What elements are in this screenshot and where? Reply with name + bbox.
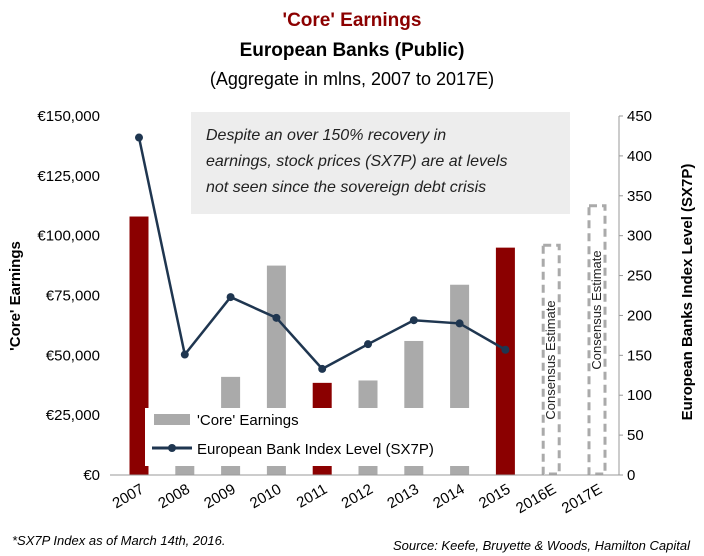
x-tick-label: 2008 bbox=[155, 481, 192, 512]
x-tick-label: 2009 bbox=[201, 481, 238, 512]
legend-label-earnings: 'Core' Earnings bbox=[197, 412, 299, 429]
bar-estimate bbox=[587, 204, 607, 476]
legend: 'Core' Earnings European Bank Index Leve… bbox=[145, 408, 485, 466]
y-right-tick-label: 0 bbox=[627, 467, 635, 484]
x-tick-label: 2014 bbox=[430, 481, 467, 512]
annotation-box bbox=[191, 112, 570, 214]
y-left-tick-label: €150,000 bbox=[37, 108, 100, 125]
y-left-tick-label: €125,000 bbox=[37, 168, 100, 185]
x-tick-label: 2010 bbox=[247, 481, 284, 512]
footnote-left: *SX7P Index as of March 14th, 2016. bbox=[12, 533, 225, 548]
y-left-tick-label: €25,000 bbox=[46, 407, 100, 424]
legend-bar-swatch bbox=[154, 414, 190, 425]
legend-box bbox=[145, 408, 485, 466]
y-axis-right-ticks: 0 50 100 150 200 250 300 350 400 450 bbox=[619, 108, 652, 484]
index-point bbox=[364, 340, 372, 349]
y-right-tick-label: 100 bbox=[627, 387, 652, 404]
x-axis-ticks: 2007 2008 2009 2010 2011 2012 2013 2014 2015 2016… bbox=[110, 481, 605, 517]
x-tick-label: 2015 bbox=[476, 481, 513, 512]
x-tick-label: 2017E bbox=[559, 481, 605, 517]
index-point bbox=[135, 133, 143, 142]
chart-subtitle: European Banks (Public) bbox=[240, 40, 465, 61]
bar-estimate bbox=[541, 243, 561, 476]
y-right-tick-label: 200 bbox=[627, 307, 652, 324]
estimate-label: Consensus Estimate bbox=[543, 300, 558, 419]
y-right-tick-label: 300 bbox=[627, 228, 652, 245]
y-axis-left-ticks: €0 €25,000 €50,000 €75,000 €100,000 €125,000 €… bbox=[37, 108, 100, 484]
y-right-tick-label: 50 bbox=[627, 427, 644, 444]
x-tick-label: 2007 bbox=[110, 481, 147, 512]
y-left-tick-label: €0 bbox=[83, 467, 100, 484]
y-left-tick-label: €50,000 bbox=[46, 347, 100, 364]
index-point bbox=[272, 313, 281, 322]
annotation-line-3: not seen since the sovereign debt crisis bbox=[206, 179, 486, 196]
y-left-tick-label: €75,000 bbox=[46, 288, 100, 305]
bar bbox=[495, 247, 515, 475]
x-tick-label: 2013 bbox=[384, 481, 421, 512]
estimate-label: Consensus Estimate bbox=[589, 250, 604, 369]
y-right-tick-label: 350 bbox=[627, 188, 652, 205]
index-point bbox=[501, 345, 510, 354]
x-tick-label: 2011 bbox=[294, 481, 330, 512]
annotation-line-2: earnings, stock prices (SX7P) are at lev… bbox=[206, 153, 507, 170]
x-tick-label: 2012 bbox=[339, 481, 376, 512]
legend-line-marker bbox=[168, 444, 176, 452]
chart-subtitle-range: (Aggregate in mlns, 2007 to 2017E) bbox=[210, 69, 494, 89]
y-right-tick-label: 450 bbox=[627, 108, 652, 125]
y-right-tick-label: 400 bbox=[627, 148, 652, 165]
estimate-labels: Consensus Estimate Consensus Estimate bbox=[543, 250, 604, 419]
x-tick-label: 2016E bbox=[513, 481, 559, 517]
bar bbox=[129, 216, 149, 475]
legend-label-index: European Bank Index Level (SX7P) bbox=[197, 441, 434, 458]
index-point bbox=[455, 319, 464, 328]
index-line-group bbox=[135, 133, 510, 373]
index-point bbox=[180, 350, 189, 359]
chart-title: 'Core' Earnings bbox=[283, 10, 422, 31]
annotation-line-1: Despite an over 150% recovery in bbox=[206, 127, 446, 144]
index-point bbox=[226, 293, 235, 302]
y-axis-right-label: European Banks Index Level (SX7P) bbox=[679, 164, 696, 421]
footnote-right: Source: Keefe, Bruyette & Woods, Hamilto… bbox=[393, 538, 691, 553]
y-right-tick-label: 250 bbox=[627, 268, 652, 285]
y-left-tick-label: €100,000 bbox=[37, 228, 100, 245]
index-point bbox=[409, 316, 418, 325]
index-point bbox=[318, 364, 327, 373]
y-right-tick-label: 150 bbox=[627, 347, 652, 364]
y-axis-left-label: 'Core' Earnings bbox=[7, 241, 24, 351]
